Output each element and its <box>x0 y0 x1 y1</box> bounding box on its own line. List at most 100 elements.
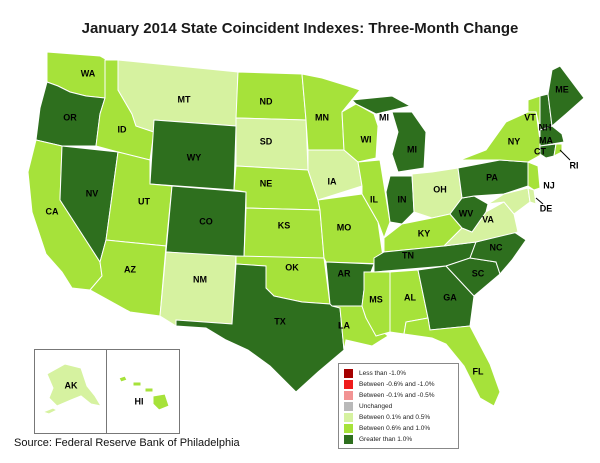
label-wy: WY <box>187 152 202 162</box>
legend-swatch <box>344 379 353 389</box>
alaska-map: AK <box>41 363 103 415</box>
label-ks: KS <box>278 220 291 230</box>
legend-label: Between 0.6% and 1.0% <box>359 424 431 432</box>
state-ri[interactable] <box>553 143 563 157</box>
label-fl: FL <box>473 366 484 376</box>
label-nj: NJ <box>543 180 555 190</box>
state-hi-b[interactable] <box>132 381 142 387</box>
label-id: ID <box>118 124 128 134</box>
label-az: AZ <box>124 264 136 274</box>
label-me: ME <box>555 84 569 94</box>
legend-item: Less than -1.0% <box>344 368 406 378</box>
label-la: LA <box>338 320 350 330</box>
state-ct[interactable] <box>539 143 557 159</box>
state-tx[interactable] <box>175 263 345 393</box>
legend-label: Greater than 1.0% <box>359 435 413 443</box>
state-mi-up[interactable] <box>350 95 412 115</box>
legend-label: Unchanged <box>359 402 393 410</box>
label-va: VA <box>482 214 494 224</box>
source-note: Source: Federal Reserve Bank of Philadel… <box>14 437 240 449</box>
legend-item: Greater than 1.0% <box>344 434 412 444</box>
label-hi: HI <box>135 396 144 406</box>
label-mt: MT <box>178 94 191 104</box>
state-ny[interactable] <box>459 111 547 163</box>
label-tn: TN <box>402 250 414 260</box>
state-hi-a[interactable] <box>118 375 128 383</box>
state-ma[interactable] <box>539 125 565 147</box>
label-de: DE <box>540 203 553 213</box>
label-or: OR <box>63 112 77 122</box>
label-al: AL <box>404 292 416 302</box>
state-hi-d[interactable] <box>152 393 170 411</box>
legend-item: Between 0.1% and 0.5% <box>344 412 430 422</box>
label-ky: KY <box>418 228 431 238</box>
state-nm[interactable] <box>159 251 237 327</box>
state-ak[interactable] <box>46 363 103 407</box>
state-il[interactable] <box>357 159 391 240</box>
label-wv: WV <box>459 208 474 218</box>
state-de[interactable] <box>527 187 537 205</box>
label-mi: MI <box>407 144 417 154</box>
label-ga: GA <box>443 292 457 302</box>
legend-label: Between -0.6% and -1.0% <box>359 380 435 388</box>
state-ks[interactable] <box>243 207 325 259</box>
legend-swatch <box>344 368 353 378</box>
legend-label: Between -0.1% and -0.5% <box>359 391 435 399</box>
legend-swatch <box>344 423 353 433</box>
label-sd: SD <box>260 136 273 146</box>
legend-label: Less than -1.0% <box>359 369 406 377</box>
state-ne[interactable] <box>233 165 321 211</box>
legend-item: Unchanged <box>344 401 392 411</box>
label-ms: MS <box>369 294 383 304</box>
label-sc: SC <box>472 268 485 278</box>
label-in: IN <box>398 194 407 204</box>
ri-leader-line <box>559 149 571 161</box>
label-co: CO <box>199 216 213 226</box>
hawaii-map: HI <box>118 375 170 411</box>
label-ca: CA <box>46 206 59 216</box>
legend-swatch <box>344 390 353 400</box>
hawaii-inset: HI <box>106 349 180 434</box>
de-leader-line <box>535 197 544 205</box>
legend-swatch <box>344 434 353 444</box>
label-mn: MN <box>315 112 329 122</box>
label-nd: ND <box>260 96 273 106</box>
state-mi[interactable] <box>391 111 427 173</box>
label-ok: OK <box>285 262 299 272</box>
label-il: IL <box>370 194 379 204</box>
state-hi-c[interactable] <box>144 387 154 393</box>
label-wa: WA <box>81 68 96 78</box>
legend-swatch <box>344 401 353 411</box>
legend-swatch <box>344 412 353 422</box>
label-nh: NH <box>539 122 552 132</box>
state-me[interactable] <box>547 65 585 127</box>
legend: Less than -1.0% Between -0.6% and -1.0% Be… <box>338 363 459 449</box>
label-ri: RI <box>570 160 579 170</box>
label-nm: NM <box>193 274 207 284</box>
label-ct: CT <box>534 146 546 156</box>
label-ne: NE <box>260 178 273 188</box>
label-wi: WI <box>361 134 372 144</box>
legend-item: Between -0.6% and -1.0% <box>344 379 435 389</box>
state-ak-chain[interactable] <box>41 407 59 415</box>
alaska-inset: AK <box>34 349 108 434</box>
label-mo: MO <box>337 222 352 232</box>
label-ia: IA <box>328 176 338 186</box>
label-ak: AK <box>65 380 78 390</box>
state-vt[interactable] <box>527 95 541 131</box>
legend-item: Between -0.1% and -0.5% <box>344 390 435 400</box>
legend-item: Between 0.6% and 1.0% <box>344 423 430 433</box>
label-mi-up: MI <box>379 112 389 122</box>
map-title: January 2014 State Coincident Indexes: T… <box>81 20 519 37</box>
label-ut: UT <box>138 196 150 206</box>
label-nc: NC <box>490 242 503 252</box>
label-ar: AR <box>338 268 351 278</box>
label-vt: VT <box>524 112 536 122</box>
label-oh: OH <box>433 184 447 194</box>
label-pa: PA <box>486 172 498 182</box>
state-fl[interactable] <box>403 317 501 407</box>
label-nv: NV <box>86 188 99 198</box>
state-nj[interactable] <box>527 161 541 191</box>
